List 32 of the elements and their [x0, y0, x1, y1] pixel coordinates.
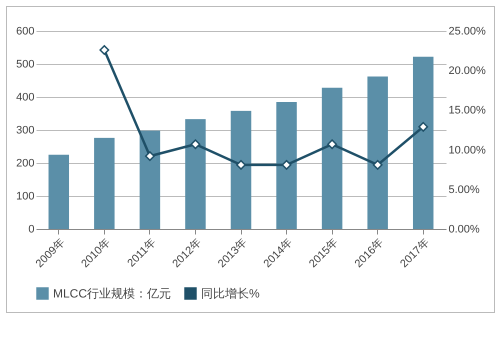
point — [190, 139, 200, 150]
y-tick-label: 400 — [16, 92, 34, 104]
y-tick-label: 200 — [16, 158, 34, 170]
y2-tick-label: 10.00% — [448, 144, 486, 156]
y-tick-label: 300 — [16, 124, 34, 136]
bar — [94, 138, 115, 229]
point — [372, 160, 383, 170]
bar — [322, 88, 342, 229]
point — [282, 160, 292, 170]
point — [418, 122, 428, 132]
y-tick-label: 100 — [16, 190, 34, 202]
bar — [48, 154, 70, 229]
legend-label: MLCC行业规模：亿元 — [53, 286, 172, 301]
y-tick-label: 600 — [16, 26, 34, 38]
bar — [276, 102, 297, 229]
y2-tick-label: 20.00% — [448, 65, 486, 78]
bar — [412, 56, 434, 229]
y2-tick-label: 0.00% — [448, 224, 480, 236]
y-tick-label: 0 — [28, 224, 34, 236]
bar — [367, 76, 388, 229]
bar — [185, 119, 206, 229]
y-tick-label: 500 — [16, 58, 34, 70]
point — [327, 139, 338, 150]
y2-tick-label: 15.00% — [448, 104, 486, 117]
bar — [230, 110, 252, 229]
bar — [140, 130, 160, 229]
point — [236, 160, 246, 170]
y2-tick-label: 5.00% — [448, 184, 480, 196]
y2-tick-label: 25.00% — [448, 26, 486, 38]
legend-label: 同比增长% — [201, 286, 260, 301]
point — [99, 45, 110, 55]
point — [144, 151, 155, 162]
